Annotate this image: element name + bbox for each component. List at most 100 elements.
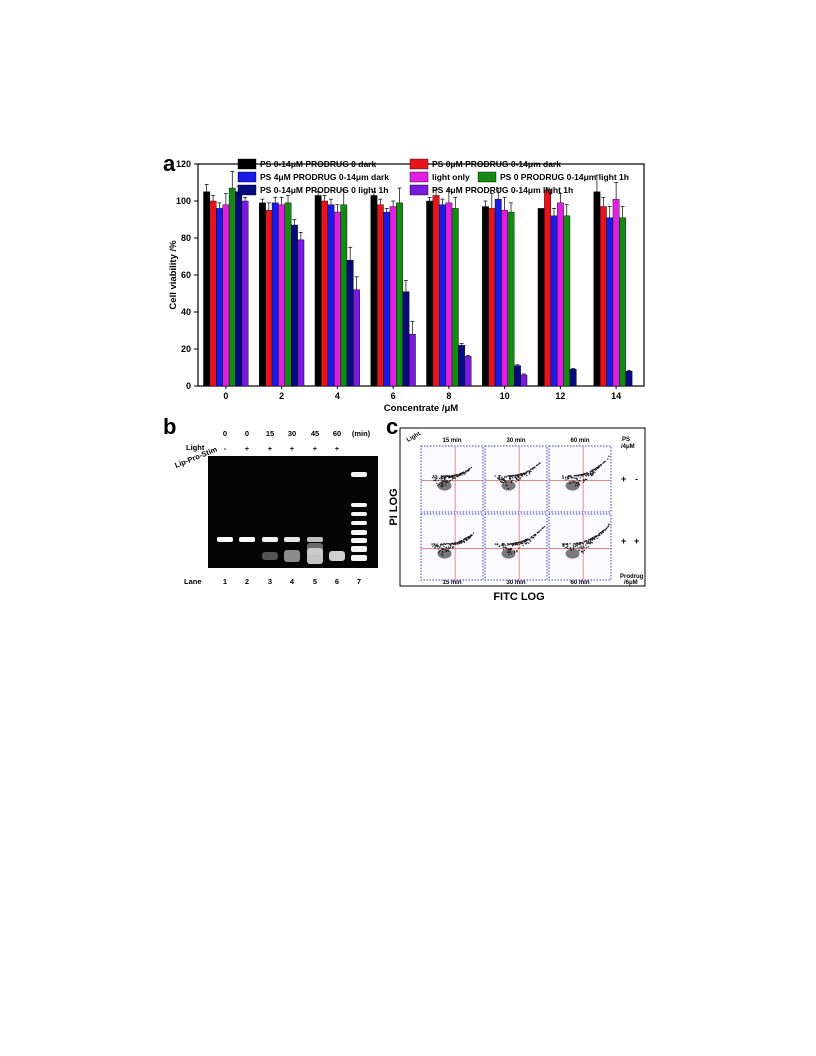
flow-event-dot [579, 549, 581, 552]
flow-event-dot [585, 475, 588, 477]
flow-event-dot [445, 475, 447, 478]
flow-event-dot [540, 529, 542, 531]
flow-event-dot [542, 527, 544, 529]
flow-event-dot [437, 548, 440, 550]
flow-event-dot [535, 464, 538, 467]
flow-event-dot [571, 476, 574, 479]
panel-b-letter: b [163, 414, 176, 439]
flow-event-dot [580, 545, 582, 548]
flow-event-dot [586, 473, 588, 475]
flow-event-dot [447, 546, 450, 548]
bar [593, 191, 601, 387]
flow-cluster [437, 480, 452, 491]
flow-event-dot [447, 548, 449, 550]
flow-row1-sign-prodrug: - [635, 474, 638, 484]
flow-event-dot [512, 542, 515, 545]
flow-event-dot [593, 538, 596, 540]
y-tick-label: 20 [181, 344, 191, 354]
gel-ladder-band [351, 546, 367, 552]
flow-plot-frame [548, 513, 612, 581]
flow-event-dot [514, 477, 516, 479]
flow-event-dot [462, 540, 465, 542]
flow-event-dot [562, 543, 564, 545]
flow-plot-frame [484, 513, 548, 581]
flow-event-dot [514, 474, 517, 477]
flow-event-dot [442, 544, 444, 546]
flow-event-dot [530, 536, 532, 538]
flow-event-dot [521, 540, 523, 542]
flow-event-dot [458, 542, 461, 545]
legend-label: PS 0 PRODRUG 0-14μm light 1h [500, 172, 629, 182]
flow-row2-sign-ps: + [621, 536, 626, 546]
flow-event-dot [444, 476, 446, 479]
bar [333, 211, 341, 387]
flow-event-dot [451, 479, 453, 481]
flow-event-dot [523, 473, 526, 476]
flow-event-dot [582, 542, 584, 544]
bar [271, 202, 279, 387]
flow-event-dot [528, 542, 530, 544]
flow-event-dot [498, 475, 500, 477]
bar [494, 198, 502, 387]
bar [340, 204, 348, 387]
bar [216, 208, 223, 387]
bar [514, 365, 521, 387]
bar [451, 208, 459, 387]
flow-event-dot [594, 468, 597, 470]
flow-event-dot [436, 543, 438, 545]
flow-event-dot [530, 537, 532, 539]
flow-event-dot [453, 476, 455, 478]
flow-event-dot [573, 543, 576, 545]
flow-event-dot [529, 470, 531, 472]
flow-event-dot [504, 544, 507, 547]
flow-event-dot [576, 544, 579, 546]
flow-event-dot [465, 470, 467, 473]
bar [346, 260, 354, 387]
flow-event-dot [607, 525, 610, 527]
flow-event-dot [522, 540, 524, 542]
flow-event-dot [538, 530, 541, 532]
gel-time-label: 15 [266, 429, 274, 438]
flow-event-dot [591, 538, 594, 541]
flow-event-dot [496, 543, 498, 546]
flow-event-dot [513, 475, 515, 477]
flow-event-dot [529, 473, 531, 475]
flow-event-dot [607, 458, 609, 460]
gel-smear [262, 552, 278, 560]
flow-event-dot [443, 545, 445, 548]
flow-plot [484, 445, 548, 513]
flow-event-dot [466, 539, 468, 541]
x-axis-ticks: 0 2 4 6 8 10 12 14 [223, 386, 621, 401]
bar [458, 345, 466, 387]
flow-event-dot [589, 540, 592, 543]
gel-ladder-band [351, 503, 367, 507]
flow-event-dot [580, 546, 582, 549]
flow-plot [420, 445, 484, 513]
flow-event-dot [441, 479, 443, 481]
flow-event-dot [522, 544, 524, 547]
flow-event-dot [587, 474, 590, 477]
flow-event-dot [454, 542, 456, 545]
flow-event-dot [543, 525, 546, 528]
flow-event-dot [447, 543, 449, 545]
gel-sign-label: + [245, 444, 250, 453]
flow-event-dot [514, 542, 516, 545]
gel-ladder-band [351, 521, 367, 525]
gel-time-label: 0 [223, 429, 227, 438]
flow-event-dot [438, 546, 441, 549]
flow-event-dot [512, 476, 514, 479]
flow-event-dot [583, 541, 586, 543]
flow-event-dot [582, 475, 584, 478]
flow-event-dot [434, 477, 436, 479]
flow-event-dot [512, 544, 514, 547]
flow-event-dot [582, 545, 584, 547]
flow-event-dot [498, 476, 500, 479]
flow-event-dot [608, 455, 610, 458]
flow-event-dot [579, 541, 581, 544]
bar [209, 200, 217, 387]
flow-event-dot [494, 475, 496, 477]
flow-event-dot [534, 466, 536, 468]
flow-event-dot [505, 547, 507, 549]
flow-event-dot [508, 543, 511, 546]
flow-event-dot [527, 470, 529, 472]
